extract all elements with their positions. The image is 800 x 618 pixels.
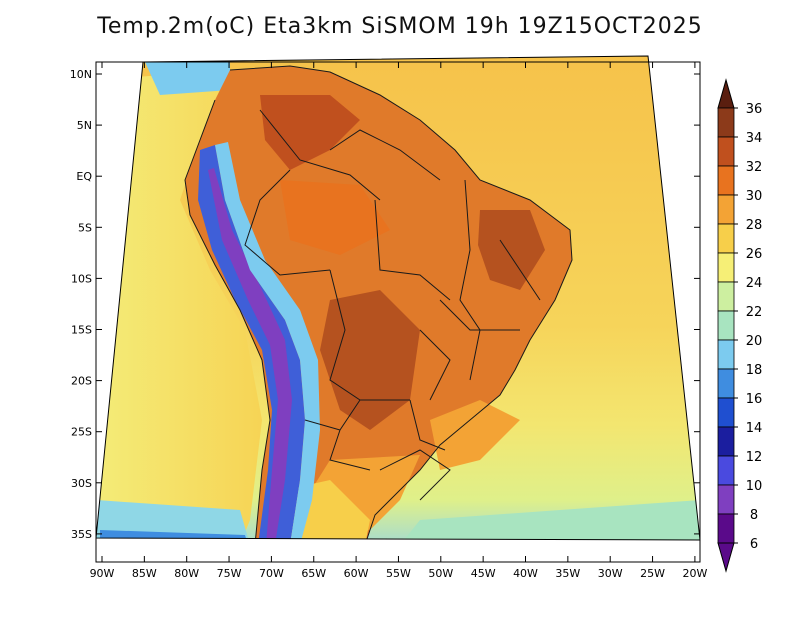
lon-tick-label: 75W: [217, 567, 242, 580]
amazon-mild-zone: [280, 180, 390, 255]
colorbar-segment: [717, 281, 735, 312]
colorbar-label: 18: [746, 363, 763, 378]
colorbar: 36 34 32 30 28 26 24 22 20 18 16 14 12 10 8 6: [717, 78, 763, 573]
south-cold-band: [100, 530, 248, 540]
map-title: Temp.2m(oC) Eta3km SiSMOM 19h 19Z15OCT20…: [97, 14, 703, 39]
colorbar-segment: [717, 107, 735, 138]
colorbar-label: 14: [746, 421, 763, 436]
colorbar-segment: [717, 136, 735, 167]
colorbar-label: 12: [746, 450, 763, 465]
colorbar-top-arrow: [717, 78, 735, 109]
colorbar-segment: [717, 368, 735, 399]
lat-tick-label: 20S: [71, 375, 92, 388]
lat-tick-label: EQ: [76, 170, 92, 183]
colorbar-segment: [717, 310, 735, 341]
longitude-ticks: 90W 85W 80W 75W 70W 65W 60W 55W 50W 45W 40W 35W 30W 2…: [90, 62, 707, 580]
lon-tick-label: 25W: [640, 567, 665, 580]
colorbar-label: 20: [746, 334, 763, 349]
lon-tick-label: 55W: [386, 567, 411, 580]
colorbar-segment: [717, 397, 735, 428]
colorbar-segment: [717, 455, 735, 486]
colorbar-segment: [717, 223, 735, 254]
lon-tick-label: 60W: [344, 567, 369, 580]
lon-tick-label: 70W: [259, 567, 284, 580]
colorbar-segment: [717, 194, 735, 225]
lon-tick-label: 45W: [471, 567, 496, 580]
lat-tick-label: 5S: [78, 221, 92, 234]
latitude-ticks: 10N 5N EQ 5S 10S 15S 20S 25S 30S 35S: [70, 68, 700, 541]
lat-tick-label: 15S: [71, 324, 92, 337]
colorbar-label: 8: [750, 508, 758, 523]
lon-tick-label: 80W: [174, 567, 199, 580]
andes-foothills: [215, 142, 320, 540]
interior-hot-zone: [260, 95, 360, 170]
colorbar-label: 30: [746, 189, 763, 204]
colorbar-segment: [717, 165, 735, 196]
lon-tick-label: 30W: [598, 567, 623, 580]
central-hot-zone: [320, 290, 420, 430]
lat-tick-label: 10S: [71, 272, 92, 285]
lat-tick-label: 25S: [71, 426, 92, 439]
lat-tick-label: 5N: [77, 119, 92, 132]
colorbar-segment: [717, 339, 735, 370]
lon-tick-label: 40W: [513, 567, 538, 580]
colorbar-segment: [717, 426, 735, 457]
pacific-ocean: [96, 70, 262, 540]
colorbar-label: 26: [746, 247, 763, 262]
andes-high-peaks: [208, 168, 292, 540]
lat-tick-label: 30S: [71, 477, 92, 490]
northeast-hot-zone: [478, 210, 545, 290]
colorbar-segment: [717, 513, 735, 544]
country-borders: [184, 65, 573, 540]
colorbar-label: 16: [746, 392, 763, 407]
colorbar-label: 6: [750, 537, 758, 552]
lon-tick-label: 35W: [555, 567, 580, 580]
lon-tick-label: 65W: [301, 567, 326, 580]
colorbar-segment: [717, 252, 735, 283]
colorbar-label: 32: [746, 160, 763, 175]
lon-tick-label: 85W: [132, 567, 157, 580]
lon-tick-label: 50W: [428, 567, 453, 580]
colorbar-label: 34: [746, 131, 763, 146]
colorbar-label: 28: [746, 218, 763, 233]
colorbar-label: 10: [746, 479, 763, 494]
colorbar-bottom-arrow: [717, 542, 735, 573]
lat-tick-label: 10N: [70, 68, 92, 81]
southeast-cool-band: [400, 500, 700, 540]
lon-tick-label: 20W: [682, 567, 707, 580]
colorbar-segment: [717, 484, 735, 515]
lat-tick-label: 35S: [71, 528, 92, 541]
lon-tick-label: 90W: [90, 567, 115, 580]
colorbar-label: 24: [746, 276, 763, 291]
colorbar-label: 22: [746, 305, 763, 320]
southeast-mild-zone: [430, 400, 520, 470]
colorbar-label: 36: [746, 102, 763, 117]
caribbean-cool: [145, 62, 230, 95]
